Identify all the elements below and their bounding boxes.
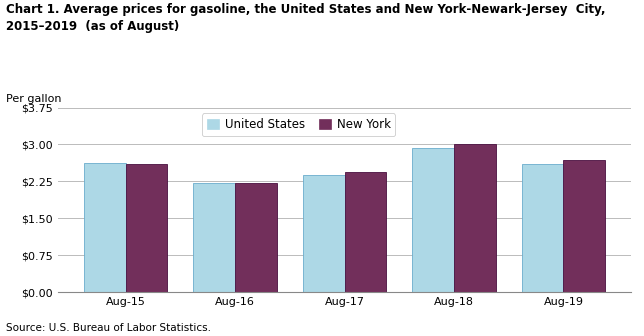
Bar	[84, 163, 126, 292]
Bar	[454, 144, 496, 292]
Bar	[564, 160, 605, 292]
Bar	[345, 172, 386, 292]
Bar	[193, 183, 235, 292]
Bar	[522, 164, 564, 292]
Bar	[303, 175, 345, 292]
Text: Source: U.S. Bureau of Labor Statistics.: Source: U.S. Bureau of Labor Statistics.	[6, 323, 211, 333]
Bar	[126, 165, 167, 292]
Legend: United States, New York: United States, New York	[202, 114, 395, 136]
Bar	[235, 183, 277, 292]
Text: Per gallon: Per gallon	[6, 94, 62, 104]
Text: Chart 1. Average prices for gasoline, the United States and New York-Newark-Jers: Chart 1. Average prices for gasoline, th…	[6, 3, 606, 33]
Bar	[412, 148, 454, 292]
